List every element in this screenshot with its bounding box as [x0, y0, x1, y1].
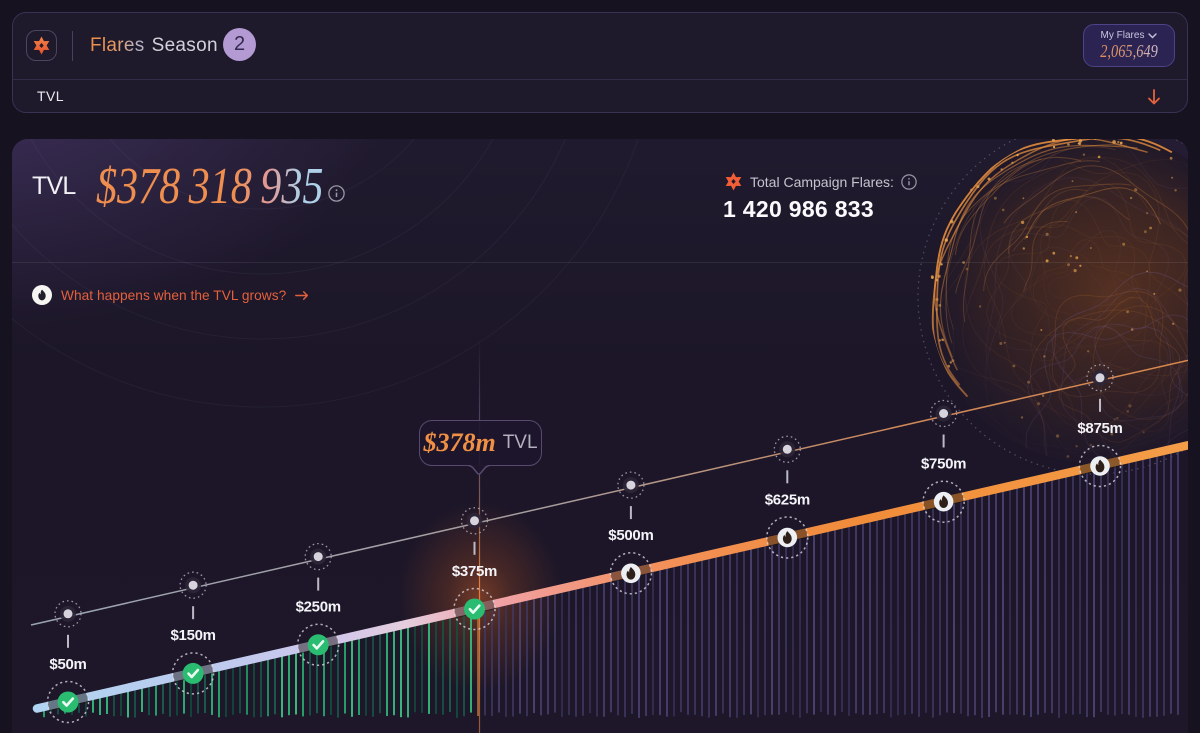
svg-text:$150m: $150m: [170, 627, 215, 644]
svg-text:$625m: $625m: [765, 491, 810, 508]
svg-text:$875m: $875m: [1077, 420, 1122, 437]
svg-text:$500m: $500m: [608, 527, 653, 544]
svg-text:$375m: $375m: [452, 563, 497, 580]
svg-text:$750m: $750m: [921, 456, 966, 473]
svg-text:$50m: $50m: [49, 656, 86, 673]
svg-text:$250m: $250m: [296, 599, 341, 616]
